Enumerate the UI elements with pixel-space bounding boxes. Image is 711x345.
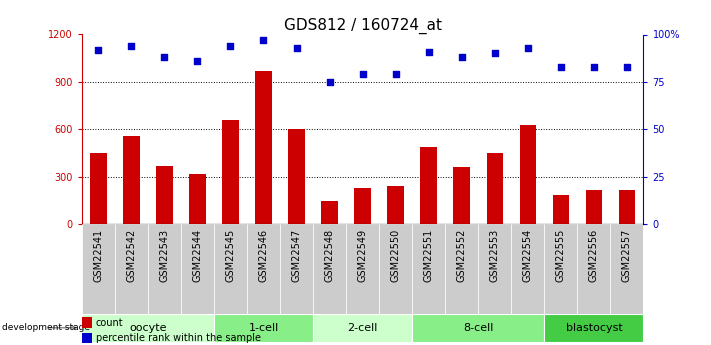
FancyBboxPatch shape bbox=[82, 314, 214, 342]
FancyBboxPatch shape bbox=[148, 224, 181, 314]
Text: GSM22556: GSM22556 bbox=[589, 229, 599, 282]
Point bbox=[324, 79, 336, 85]
Text: GSM22551: GSM22551 bbox=[424, 229, 434, 282]
FancyBboxPatch shape bbox=[346, 224, 379, 314]
FancyBboxPatch shape bbox=[611, 224, 643, 314]
FancyBboxPatch shape bbox=[412, 224, 445, 314]
Bar bbox=[223, 120, 239, 224]
Point bbox=[489, 51, 501, 56]
Text: GSM22550: GSM22550 bbox=[390, 229, 401, 282]
Point bbox=[357, 72, 368, 77]
Text: GSM22541: GSM22541 bbox=[93, 229, 103, 282]
FancyBboxPatch shape bbox=[247, 224, 280, 314]
Text: development stage: development stage bbox=[1, 323, 90, 332]
Point bbox=[456, 55, 467, 60]
Point bbox=[126, 43, 137, 49]
Bar bbox=[255, 71, 272, 224]
Text: oocyte: oocyte bbox=[129, 323, 166, 333]
Text: 2-cell: 2-cell bbox=[348, 323, 378, 333]
FancyBboxPatch shape bbox=[445, 224, 479, 314]
Point bbox=[423, 49, 434, 55]
Point bbox=[390, 72, 401, 77]
Text: GSM22543: GSM22543 bbox=[159, 229, 169, 282]
Bar bbox=[189, 174, 205, 224]
Title: GDS812 / 160724_at: GDS812 / 160724_at bbox=[284, 18, 442, 34]
Bar bbox=[520, 125, 536, 224]
Bar bbox=[354, 188, 371, 224]
Bar bbox=[288, 129, 305, 224]
FancyBboxPatch shape bbox=[577, 224, 611, 314]
FancyBboxPatch shape bbox=[214, 314, 313, 342]
Text: GSM22547: GSM22547 bbox=[292, 229, 301, 282]
Point bbox=[555, 64, 567, 70]
Bar bbox=[454, 167, 470, 224]
FancyBboxPatch shape bbox=[511, 224, 545, 314]
Text: blastocyst: blastocyst bbox=[565, 323, 622, 333]
Point bbox=[588, 64, 599, 70]
Text: 1-cell: 1-cell bbox=[248, 323, 279, 333]
Text: percentile rank within the sample: percentile rank within the sample bbox=[96, 333, 261, 343]
FancyBboxPatch shape bbox=[545, 224, 577, 314]
FancyBboxPatch shape bbox=[114, 224, 148, 314]
FancyBboxPatch shape bbox=[181, 224, 214, 314]
Text: GSM22554: GSM22554 bbox=[523, 229, 533, 282]
Bar bbox=[586, 190, 602, 224]
Point bbox=[258, 37, 269, 43]
FancyBboxPatch shape bbox=[479, 224, 511, 314]
Text: GSM22542: GSM22542 bbox=[127, 229, 137, 282]
Point bbox=[522, 45, 533, 51]
Bar bbox=[486, 153, 503, 224]
FancyBboxPatch shape bbox=[379, 224, 412, 314]
Text: GSM22552: GSM22552 bbox=[456, 229, 466, 282]
Bar bbox=[420, 147, 437, 224]
Point bbox=[192, 58, 203, 64]
FancyBboxPatch shape bbox=[313, 224, 346, 314]
Text: 8-cell: 8-cell bbox=[463, 323, 493, 333]
FancyBboxPatch shape bbox=[313, 314, 412, 342]
Text: GSM22555: GSM22555 bbox=[556, 229, 566, 282]
Point bbox=[291, 45, 302, 51]
Text: GSM22553: GSM22553 bbox=[490, 229, 500, 282]
Bar bbox=[156, 166, 173, 224]
Point bbox=[621, 64, 633, 70]
Bar bbox=[387, 186, 404, 224]
Bar bbox=[321, 200, 338, 224]
Point bbox=[92, 47, 104, 52]
FancyBboxPatch shape bbox=[82, 224, 114, 314]
Bar bbox=[82, 333, 92, 344]
Text: GSM22549: GSM22549 bbox=[358, 229, 368, 282]
Bar bbox=[82, 317, 92, 328]
FancyBboxPatch shape bbox=[280, 224, 313, 314]
Bar bbox=[123, 136, 139, 224]
FancyBboxPatch shape bbox=[545, 314, 643, 342]
Text: GSM22546: GSM22546 bbox=[259, 229, 269, 282]
FancyBboxPatch shape bbox=[412, 314, 545, 342]
Text: GSM22557: GSM22557 bbox=[622, 229, 632, 282]
Text: count: count bbox=[96, 318, 124, 328]
Point bbox=[159, 55, 170, 60]
Text: GSM22548: GSM22548 bbox=[324, 229, 335, 282]
Point bbox=[225, 43, 236, 49]
Text: GSM22545: GSM22545 bbox=[225, 229, 235, 282]
Bar bbox=[90, 153, 107, 224]
Bar bbox=[552, 195, 569, 224]
Bar bbox=[619, 190, 635, 224]
Text: GSM22544: GSM22544 bbox=[193, 229, 203, 282]
FancyBboxPatch shape bbox=[214, 224, 247, 314]
